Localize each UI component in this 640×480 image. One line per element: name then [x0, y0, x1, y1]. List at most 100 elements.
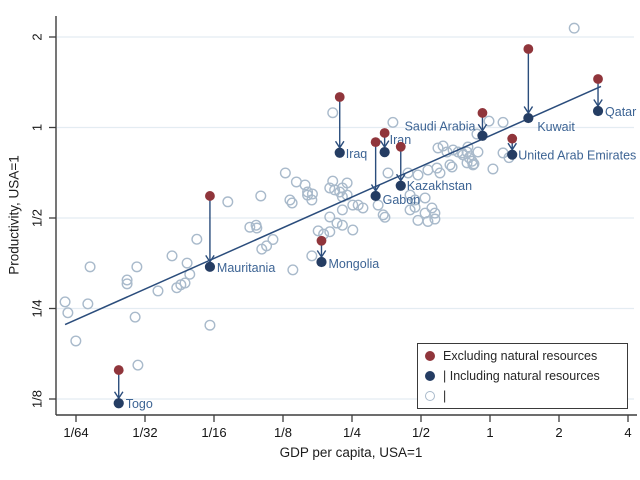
country-point — [250, 219, 262, 231]
excluding-dot-Mongolia — [316, 235, 327, 246]
including-dot-Saudi Arabia — [477, 130, 488, 141]
country-point — [204, 319, 216, 331]
country-point — [409, 201, 421, 213]
country-point — [181, 257, 193, 269]
country-point — [329, 184, 341, 196]
country-point — [497, 116, 509, 128]
country-point — [132, 359, 144, 371]
country-point — [382, 167, 394, 179]
country-point — [467, 159, 479, 171]
country-point — [568, 22, 580, 34]
country-point — [327, 107, 339, 119]
legend-label-including: | Including natural resources — [443, 369, 600, 383]
country-point — [461, 146, 473, 158]
country-point — [84, 261, 96, 273]
legend-marker-including-icon — [425, 371, 435, 381]
excluding-dot-Iraq — [334, 92, 345, 102]
country-point — [419, 192, 431, 204]
country-point — [446, 161, 458, 173]
x-tick-label-1/2: 1/2 — [412, 425, 430, 440]
country-point — [324, 182, 336, 194]
country-point — [166, 250, 178, 262]
legend-row-other: | — [418, 386, 627, 406]
country-point — [347, 224, 359, 236]
country-point — [121, 278, 133, 290]
country-point — [487, 163, 499, 175]
country-point — [377, 209, 389, 221]
country-point — [284, 194, 296, 206]
country-point — [244, 221, 256, 233]
country-point — [306, 194, 318, 206]
country-point — [324, 226, 336, 238]
y-tick-label-1/8: 1/8 — [30, 390, 45, 408]
country-point — [434, 167, 446, 179]
country-point — [261, 240, 273, 252]
country-point — [279, 167, 291, 179]
legend-label-other: | — [443, 389, 447, 403]
country-point — [299, 179, 311, 191]
including-dot-Mongolia — [316, 256, 327, 268]
including-dot-Kazakhstan — [395, 180, 406, 191]
y-tick-label-1/4: 1/4 — [30, 299, 45, 317]
country-label-United Arab Emirates: United Arab Emirates — [518, 149, 636, 163]
legend-marker-other-icon — [425, 391, 435, 401]
country-label-Gabon: Gabon — [383, 193, 421, 207]
country-point — [429, 207, 441, 219]
x-tick-label-2: 2 — [555, 425, 562, 440]
country-label-Qatar: Qatar — [605, 105, 636, 119]
country-point — [341, 177, 353, 189]
excluding-dot-Iran — [379, 128, 390, 138]
including-dot-Iran — [379, 147, 390, 158]
excluding-dot-Qatar — [593, 74, 603, 84]
country-label-Mongolia: Mongolia — [328, 257, 379, 271]
including-dot-Gabon — [370, 190, 381, 202]
country-point — [357, 202, 369, 214]
y-tick-label-2: 2 — [30, 33, 45, 40]
country-point — [129, 311, 141, 323]
country-point — [306, 188, 318, 200]
country-point — [331, 217, 343, 229]
x-axis-title: GDP per capita, USA=1 — [279, 445, 423, 460]
including-dot-Qatar — [592, 105, 604, 117]
excluding-dot-Togo — [113, 365, 124, 375]
including-dot-United Arab Emirates — [507, 149, 518, 160]
x-tick-label-1/32: 1/32 — [132, 425, 157, 440]
excluding-dot-Mauritania — [205, 191, 215, 201]
country-point — [347, 199, 359, 211]
country-point — [179, 277, 191, 289]
y-tick-label-1/2: 1/2 — [30, 209, 45, 227]
y-tick-label-1: 1 — [30, 124, 45, 131]
country-point — [412, 169, 424, 181]
y-axis-title: Productivity, USA=1 — [6, 155, 22, 275]
including-dot-Mauritania — [204, 261, 216, 272]
country-point — [62, 307, 74, 319]
country-label-Iran: Iran — [390, 133, 412, 147]
country-point — [432, 142, 444, 154]
fit-line — [64, 85, 602, 326]
country-point — [306, 250, 318, 262]
x-tick-label-1/4: 1/4 — [343, 425, 361, 440]
country-point — [152, 285, 164, 297]
country-point — [387, 116, 399, 128]
excluding-dot-Saudi Arabia — [477, 108, 488, 118]
country-point — [70, 335, 82, 347]
country-point — [372, 199, 384, 211]
country-point — [324, 211, 336, 223]
country-label-Saudi Arabia: Saudi Arabia — [405, 120, 476, 134]
country-point — [461, 157, 473, 169]
country-point — [312, 225, 324, 237]
country-point — [422, 215, 434, 227]
country-label-Togo: Togo — [126, 397, 153, 411]
country-point — [429, 213, 441, 225]
legend-row-excluding: Excluding natural resources — [418, 346, 627, 366]
including-dot-Togo — [113, 398, 124, 409]
including-dot-Kuwait — [523, 112, 534, 124]
country-point — [222, 196, 234, 208]
including-dot-Iraq — [334, 147, 345, 158]
country-label-Kazakhstan: Kazakhstan — [407, 179, 472, 193]
country-point — [483, 115, 495, 127]
excluding-dot-Kuwait — [523, 44, 534, 54]
country-point — [82, 298, 94, 310]
country-label-Mauritania: Mauritania — [217, 261, 275, 275]
excluding-dot-Kazakhstan — [395, 141, 406, 152]
